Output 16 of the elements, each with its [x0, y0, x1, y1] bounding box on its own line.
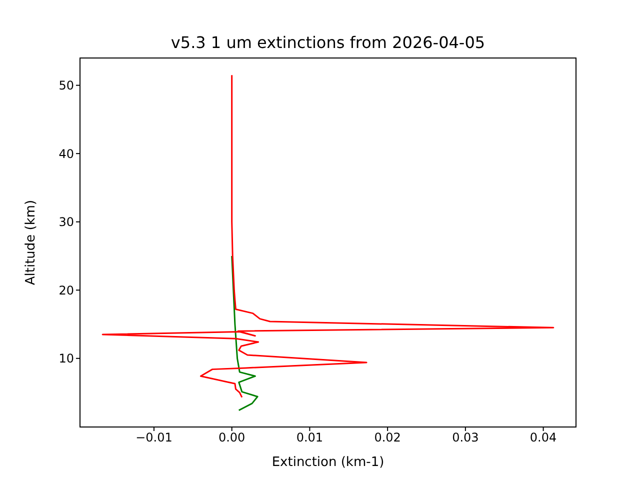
y-tick-label: 50 — [58, 78, 74, 93]
x-tick-label: 0.04 — [530, 430, 557, 445]
x-tick-label: −0.01 — [136, 430, 172, 445]
x-tick-label: 0.01 — [296, 430, 324, 445]
line-series — [102, 74, 554, 398]
x-axis-title: Extinction (km-1) — [272, 455, 384, 470]
x-tick-label: 0.03 — [452, 430, 479, 445]
y-axis-title: Altitude (km) — [24, 200, 39, 286]
line-series — [231, 255, 258, 412]
x-tick-label: 0.00 — [218, 430, 246, 445]
chart-title: v5.3 1 um extinctions from 2026-04-05 — [170, 33, 486, 52]
y-tick-label: 20 — [58, 283, 74, 298]
y-tick-label: 30 — [58, 215, 74, 230]
x-tick-label: 0.02 — [374, 430, 401, 445]
y-tick-label: 40 — [58, 146, 74, 161]
y-tick-label: 10 — [58, 352, 74, 366]
